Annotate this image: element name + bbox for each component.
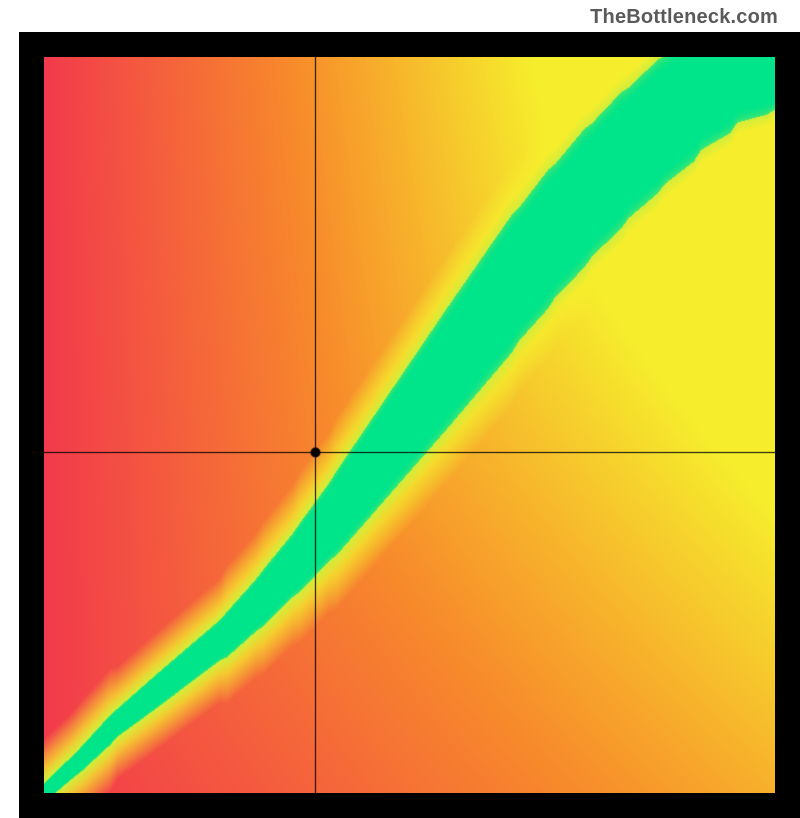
chart-container: TheBottleneck.com [0,0,800,800]
watermark-text: TheBottleneck.com [590,6,778,29]
heatmap-canvas [44,57,775,793]
plot-frame [19,32,800,818]
